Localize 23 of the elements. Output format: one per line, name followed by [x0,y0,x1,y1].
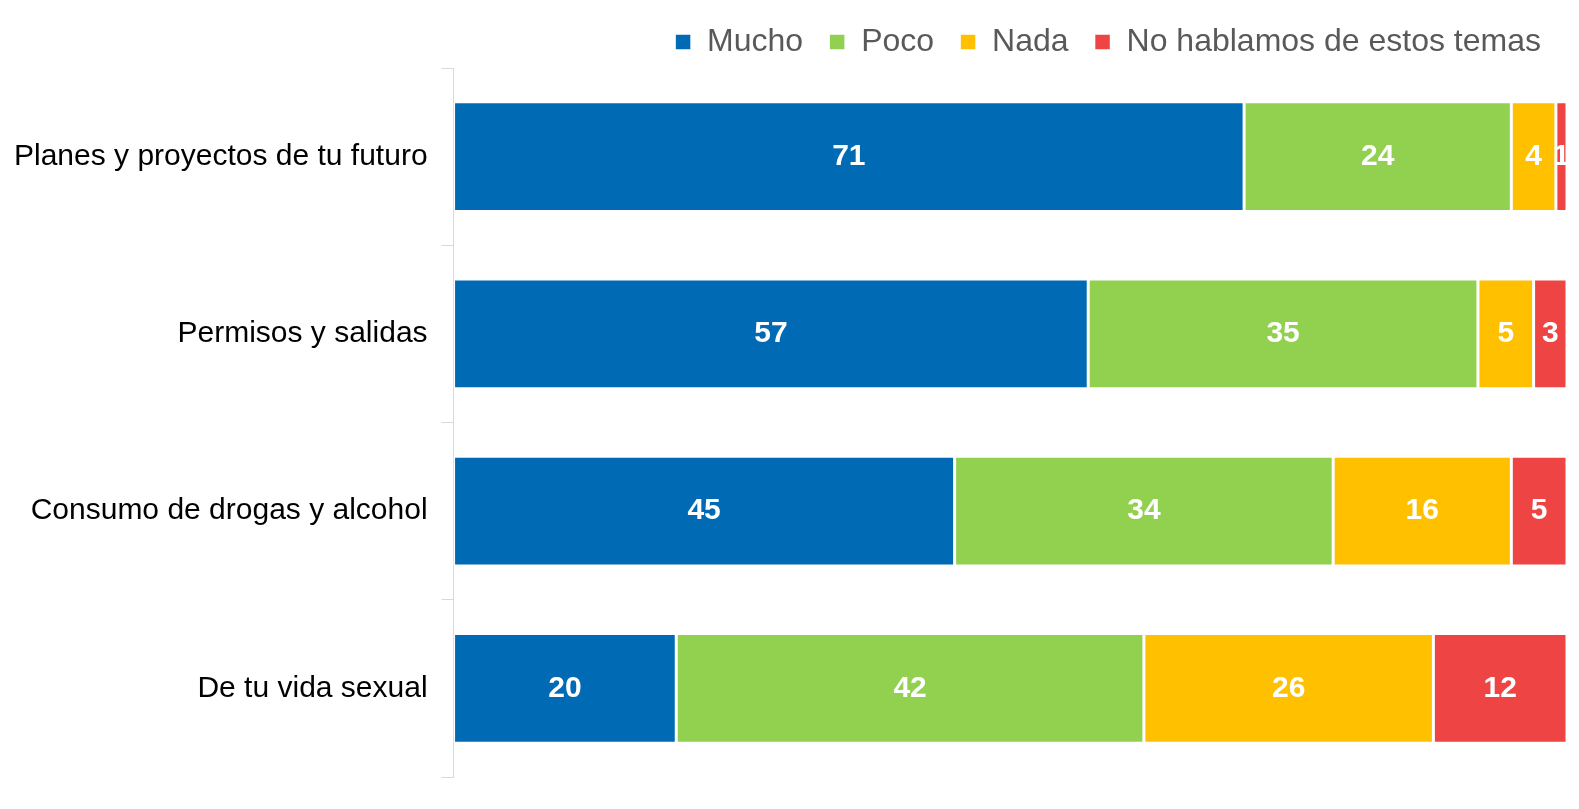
legend-label: Poco [861,21,935,58]
y-tick-label: Consumo de drogas y alcohol [30,492,428,526]
data-label: 3 [1541,315,1559,349]
data-label: 71 [832,137,866,171]
data-label: 24 [1361,137,1395,171]
y-tick-label: Permisos y salidas [177,315,428,349]
data-label: 16 [1405,492,1439,526]
data-label: 20 [548,669,582,703]
data-label: 4 [1525,137,1543,171]
legend-label: Mucho [707,21,804,58]
data-label: 26 [1271,669,1306,703]
data-label: 34 [1127,492,1161,526]
legend-label: No hablamos de estos temas [1126,21,1541,58]
data-label: 42 [893,669,927,703]
data-label: 12 [1483,669,1517,703]
data-label: 5 [1497,315,1515,349]
y-tick-label: Planes y proyectos de tu futuro [13,137,428,171]
data-label: 57 [754,315,788,349]
data-label: 35 [1266,315,1300,349]
y-tick-label: De tu vida sexual [197,669,428,703]
legend-label: Nada [992,21,1069,58]
data-label: 5 [1530,492,1548,526]
data-label: 45 [687,492,721,526]
